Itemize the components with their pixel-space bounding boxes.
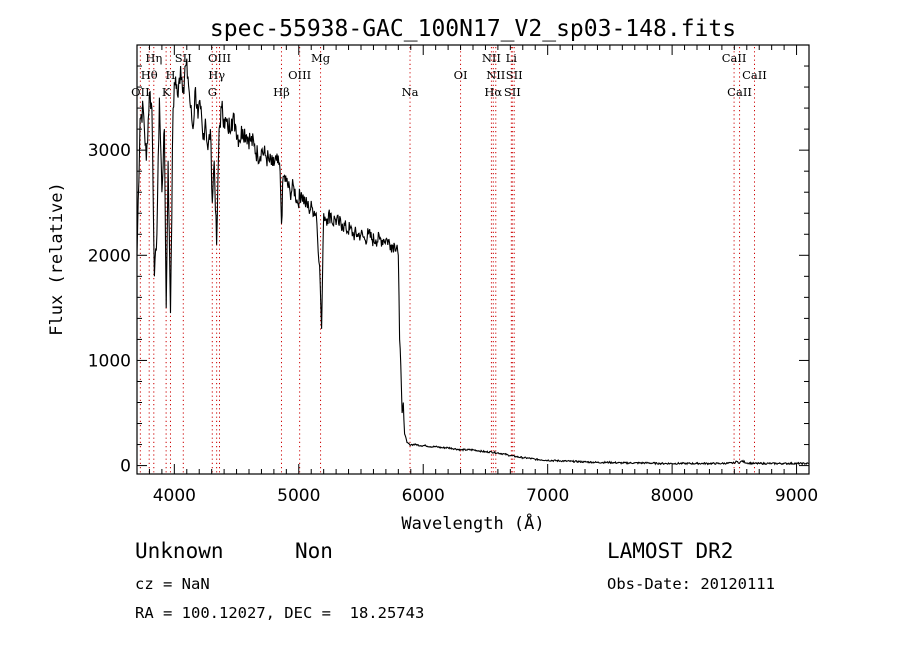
spectral-line-label: Na <box>402 85 419 99</box>
ra-dec-coordinates: RA = 100.12027, DEC = 18.25743 <box>135 604 425 622</box>
x-axis-label: Wavelength (Å) <box>401 512 544 534</box>
spectral-line-label: OI <box>454 68 468 82</box>
spectral-line-label: OIII <box>208 51 231 65</box>
class-name: Unknown <box>135 539 224 563</box>
y-axis: 0 1000 2000 3000 <box>88 44 809 477</box>
x-axis: 4000 5000 6000 7000 8000 9000 <box>136 45 818 506</box>
x-tick-label: 8000 <box>650 486 693 506</box>
redshift-cz: cz = NaN <box>135 575 210 593</box>
spectral-line-label: Hγ <box>208 68 225 82</box>
spectral-line-label: NII <box>486 68 505 82</box>
y-axis-label: Flux (relative) <box>47 182 67 336</box>
spectral-line-label: OII <box>131 85 150 99</box>
spectral-line-label: Hα <box>484 85 502 99</box>
subclass: Non <box>295 539 333 563</box>
spectral-line-label: Li <box>506 51 518 65</box>
spectral-line-label: Hη <box>145 51 162 65</box>
spectral-line-label: CaII <box>727 85 752 99</box>
spectral-line-label: SII <box>175 51 192 65</box>
x-tick-label: 9000 <box>775 486 818 506</box>
spectral-line-label: NII <box>482 51 501 65</box>
x-tick-label: 4000 <box>153 486 196 506</box>
spectral-line-markers <box>139 47 755 474</box>
spectral-line-label: G <box>208 85 217 99</box>
x-tick-label: 5000 <box>277 486 320 506</box>
survey-name: LAMOST DR2 <box>607 539 734 563</box>
chart-title: spec-55938-GAC_100N17_V2_sp03-148.fits <box>210 16 736 42</box>
spectral-line-label: SII <box>506 68 523 82</box>
y-tick-label: 3000 <box>88 141 131 161</box>
spectral-line-labels: OIIHθHηKHSIIGHγOIIIHβOIIIMgNaOINIIHαNIIL… <box>131 51 767 99</box>
y-tick-label: 2000 <box>88 246 131 266</box>
spectral-line-label: CaII <box>722 51 747 65</box>
spectral-line-label: K <box>162 85 171 99</box>
spectral-line-label: Hθ <box>141 68 158 82</box>
spectral-line-label: H <box>165 68 175 82</box>
y-tick-label: 1000 <box>88 351 131 371</box>
observation-date: Obs-Date: 20120111 <box>607 575 775 593</box>
y-tick-label: 0 <box>120 457 131 477</box>
spectral-line-label: Hβ <box>273 85 290 99</box>
x-tick-label: 6000 <box>402 486 445 506</box>
spectral-line-label: Mg <box>311 51 331 65</box>
x-tick-label: 7000 <box>526 486 569 506</box>
spectral-line-label: CaII <box>742 68 767 82</box>
plot-frame <box>136 44 810 475</box>
spectrum-series-line <box>136 58 810 466</box>
spectral-line-label: SII <box>504 85 521 99</box>
spectral-line-label: OIII <box>288 68 311 82</box>
